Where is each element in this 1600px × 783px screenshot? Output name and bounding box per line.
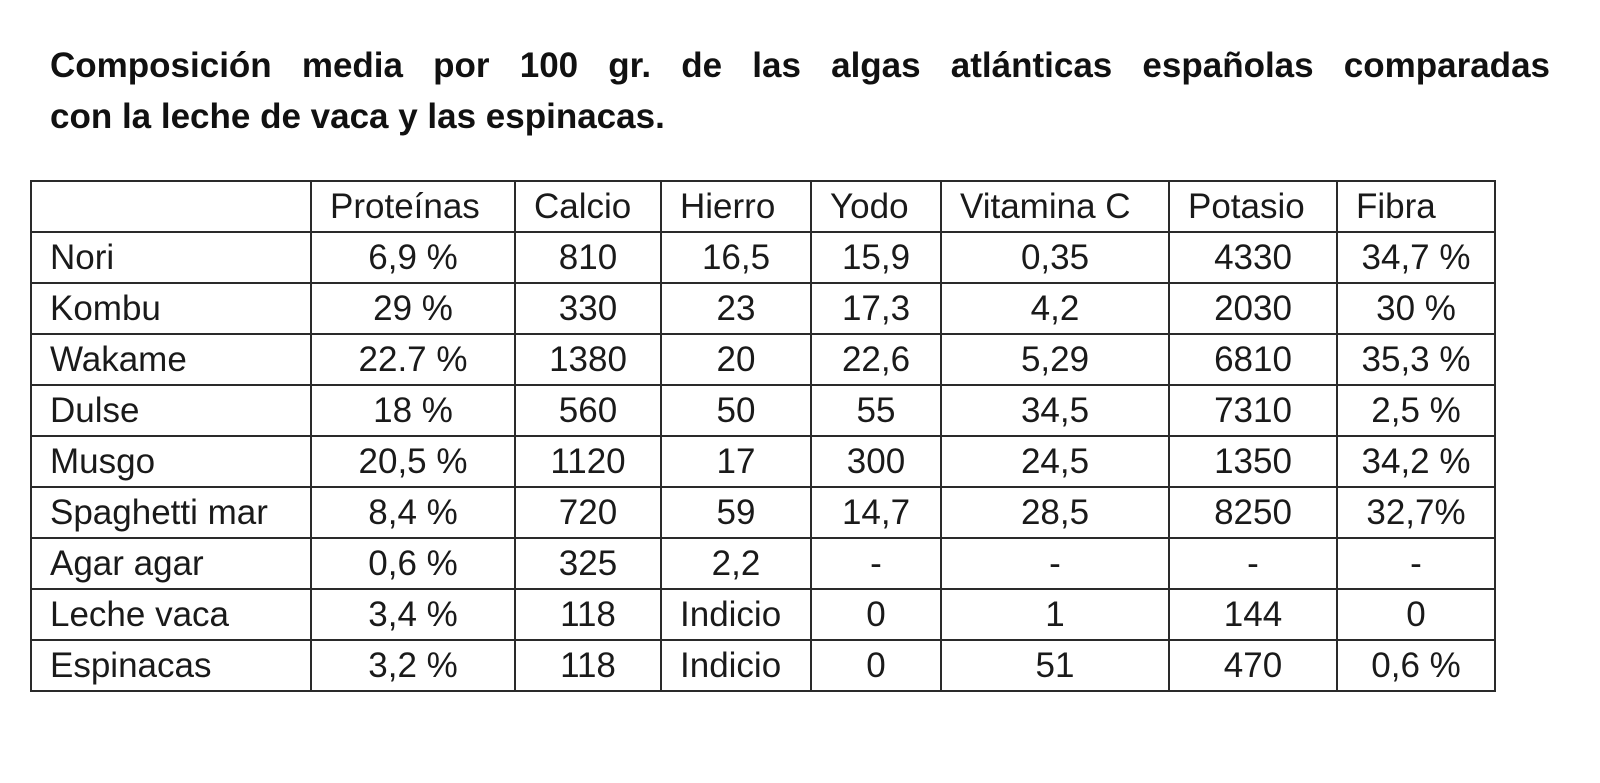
cell-proteinas: 6,9 % [310, 231, 516, 284]
cell-yodo: 0 [810, 639, 942, 692]
cell-calcio: 810 [514, 231, 662, 284]
cell-vitamina-c: 28,5 [940, 486, 1170, 539]
cell-potasio: - [1168, 537, 1338, 590]
cell-vitamina-c: - [940, 537, 1170, 590]
cell-calcio: 118 [514, 639, 662, 692]
cell-proteinas: 8,4 % [310, 486, 516, 539]
cell-vitamina-c: 34,5 [940, 384, 1170, 437]
cell-vitamina-c: 5,29 [940, 333, 1170, 386]
cell-vitamina-c: 24,5 [940, 435, 1170, 488]
cell-proteinas: 3,2 % [310, 639, 516, 692]
table-row: Wakame 22.7 % 1380 20 22,6 5,29 6810 35,… [30, 333, 1496, 386]
cell-calcio: 560 [514, 384, 662, 437]
cell-hierro: 23 [660, 282, 812, 335]
row-label: Dulse [30, 384, 312, 437]
cell-vitamina-c: 51 [940, 639, 1170, 692]
cell-vitamina-c: 4,2 [940, 282, 1170, 335]
cell-potasio: 2030 [1168, 282, 1338, 335]
cell-proteinas: 0,6 % [310, 537, 516, 590]
table-row: Spaghetti mar 8,4 % 720 59 14,7 28,5 825… [30, 486, 1496, 539]
row-label: Leche vaca [30, 588, 312, 641]
cell-vitamina-c: 1 [940, 588, 1170, 641]
cell-proteinas: 22.7 % [310, 333, 516, 386]
header-cell-vitamina-c: Vitamina C [940, 180, 1170, 233]
row-label: Nori [30, 231, 312, 284]
header-row: Proteínas Calcio Hierro Yodo Vitamina C … [30, 180, 1496, 233]
cell-yodo: 14,7 [810, 486, 942, 539]
cell-fibra: 0,6 % [1336, 639, 1496, 692]
cell-yodo: 15,9 [810, 231, 942, 284]
cell-hierro: 17 [660, 435, 812, 488]
row-label: Kombu [30, 282, 312, 335]
cell-calcio: 720 [514, 486, 662, 539]
cell-fibra: - [1336, 537, 1496, 590]
row-label: Wakame [30, 333, 312, 386]
cell-calcio: 1120 [514, 435, 662, 488]
cell-yodo: 300 [810, 435, 942, 488]
cell-hierro: Indicio [660, 588, 812, 641]
table-row: Agar agar 0,6 % 325 2,2 - - - - [30, 537, 1496, 590]
cell-proteinas: 29 % [310, 282, 516, 335]
table-body: Nori 6,9 % 810 16,5 15,9 0,35 4330 34,7 … [30, 231, 1496, 692]
header-cell-calcio: Calcio [514, 180, 662, 233]
cell-fibra: 35,3 % [1336, 333, 1496, 386]
cell-hierro: 20 [660, 333, 812, 386]
header-cell-empty [30, 180, 312, 233]
header-cell-hierro: Hierro [660, 180, 812, 233]
table-header: Proteínas Calcio Hierro Yodo Vitamina C … [30, 180, 1496, 233]
cell-calcio: 118 [514, 588, 662, 641]
cell-hierro: 16,5 [660, 231, 812, 284]
table-row: Dulse 18 % 560 50 55 34,5 7310 2,5 % [30, 384, 1496, 437]
row-label: Spaghetti mar [30, 486, 312, 539]
cell-proteinas: 3,4 % [310, 588, 516, 641]
header-cell-yodo: Yodo [810, 180, 942, 233]
cell-hierro: 2,2 [660, 537, 812, 590]
composition-table: Proteínas Calcio Hierro Yodo Vitamina C … [30, 180, 1496, 692]
cell-hierro: Indicio [660, 639, 812, 692]
cell-proteinas: 20,5 % [310, 435, 516, 488]
cell-fibra: 32,7% [1336, 486, 1496, 539]
cell-potasio: 8250 [1168, 486, 1338, 539]
header-cell-potasio: Potasio [1168, 180, 1338, 233]
cell-yodo: 55 [810, 384, 942, 437]
cell-potasio: 144 [1168, 588, 1338, 641]
table-row: Musgo 20,5 % 1120 17 300 24,5 1350 34,2 … [30, 435, 1496, 488]
cell-potasio: 4330 [1168, 231, 1338, 284]
cell-hierro: 59 [660, 486, 812, 539]
cell-proteinas: 18 % [310, 384, 516, 437]
cell-fibra: 34,7 % [1336, 231, 1496, 284]
cell-fibra: 30 % [1336, 282, 1496, 335]
header-cell-fibra: Fibra [1336, 180, 1496, 233]
table-row: Espinacas 3,2 % 118 Indicio 0 51 470 0,6… [30, 639, 1496, 692]
cell-calcio: 330 [514, 282, 662, 335]
cell-yodo: 0 [810, 588, 942, 641]
cell-yodo: 22,6 [810, 333, 942, 386]
table-row: Kombu 29 % 330 23 17,3 4,2 2030 30 % [30, 282, 1496, 335]
cell-potasio: 7310 [1168, 384, 1338, 437]
document-title: Composición media por 100 gr. de las alg… [50, 40, 1550, 142]
cell-yodo: 17,3 [810, 282, 942, 335]
row-label: Musgo [30, 435, 312, 488]
cell-fibra: 34,2 % [1336, 435, 1496, 488]
cell-vitamina-c: 0,35 [940, 231, 1170, 284]
cell-fibra: 2,5 % [1336, 384, 1496, 437]
row-label: Espinacas [30, 639, 312, 692]
header-cell-proteinas: Proteínas [310, 180, 516, 233]
title-line-2: con la leche de vaca y las espinacas. [50, 97, 665, 136]
table-row: Leche vaca 3,4 % 118 Indicio 0 1 144 0 [30, 588, 1496, 641]
row-label: Agar agar [30, 537, 312, 590]
cell-calcio: 325 [514, 537, 662, 590]
cell-potasio: 1350 [1168, 435, 1338, 488]
cell-calcio: 1380 [514, 333, 662, 386]
title-line-1: Composición media por 100 gr. de las alg… [50, 46, 1550, 85]
cell-yodo: - [810, 537, 942, 590]
cell-potasio: 470 [1168, 639, 1338, 692]
table-row: Nori 6,9 % 810 16,5 15,9 0,35 4330 34,7 … [30, 231, 1496, 284]
cell-fibra: 0 [1336, 588, 1496, 641]
cell-hierro: 50 [660, 384, 812, 437]
cell-potasio: 6810 [1168, 333, 1338, 386]
